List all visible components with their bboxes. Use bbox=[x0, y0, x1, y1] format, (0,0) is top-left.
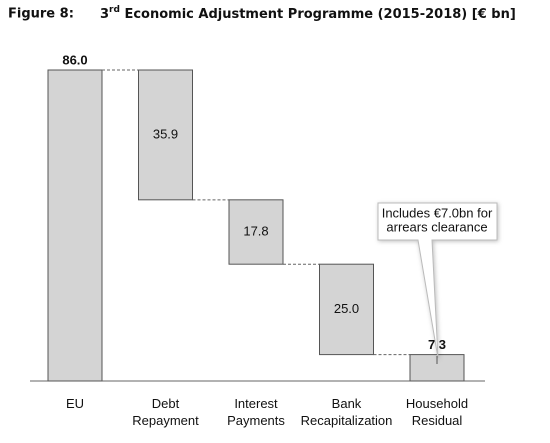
x-tick-label-line: Household bbox=[406, 396, 468, 411]
x-tick-label-line: Bank bbox=[332, 396, 362, 411]
title-sup: rd bbox=[109, 5, 120, 15]
x-tick-label: Interest Payments bbox=[227, 396, 285, 428]
x-tick-label-line: Recapitalization bbox=[301, 413, 393, 428]
bar bbox=[228, 199, 284, 265]
x-tick-label-line: EU bbox=[66, 396, 84, 411]
value-label: 86.0 bbox=[62, 52, 87, 67]
annotation-text: Includes €7.0bn for bbox=[382, 205, 493, 220]
value-label: 35.9 bbox=[153, 126, 178, 141]
x-tick-label: Debt Repayment bbox=[132, 396, 199, 428]
bar bbox=[319, 263, 374, 356]
x-tick-label: Household Residual bbox=[406, 396, 468, 428]
annotation-text: arrears clearance bbox=[386, 219, 487, 234]
x-tick-label-line: Repayment bbox=[132, 413, 199, 428]
bar bbox=[47, 69, 103, 382]
value-label: 17.8 bbox=[243, 223, 268, 238]
bar bbox=[138, 69, 193, 201]
figure-label: Figure 8: bbox=[8, 7, 74, 22]
x-tick-label: EU bbox=[66, 396, 84, 411]
callout bbox=[377, 202, 498, 359]
value-label: 25.0 bbox=[334, 301, 359, 316]
x-tick-label: Bank Recapitalization bbox=[301, 396, 393, 428]
title-rest: Economic Adjustment Programme (2015-2018… bbox=[120, 7, 516, 22]
x-tick-label-line: Residual bbox=[412, 413, 463, 428]
x-tick-label-line: Payments bbox=[227, 413, 285, 428]
x-tick-label-line: Debt bbox=[152, 396, 180, 411]
chart-title: 3rd Economic Adjustment Programme (2015-… bbox=[100, 5, 516, 22]
x-tick-label-line: Interest bbox=[234, 396, 278, 411]
title-number: 3 bbox=[100, 7, 109, 22]
bar bbox=[409, 354, 465, 382]
